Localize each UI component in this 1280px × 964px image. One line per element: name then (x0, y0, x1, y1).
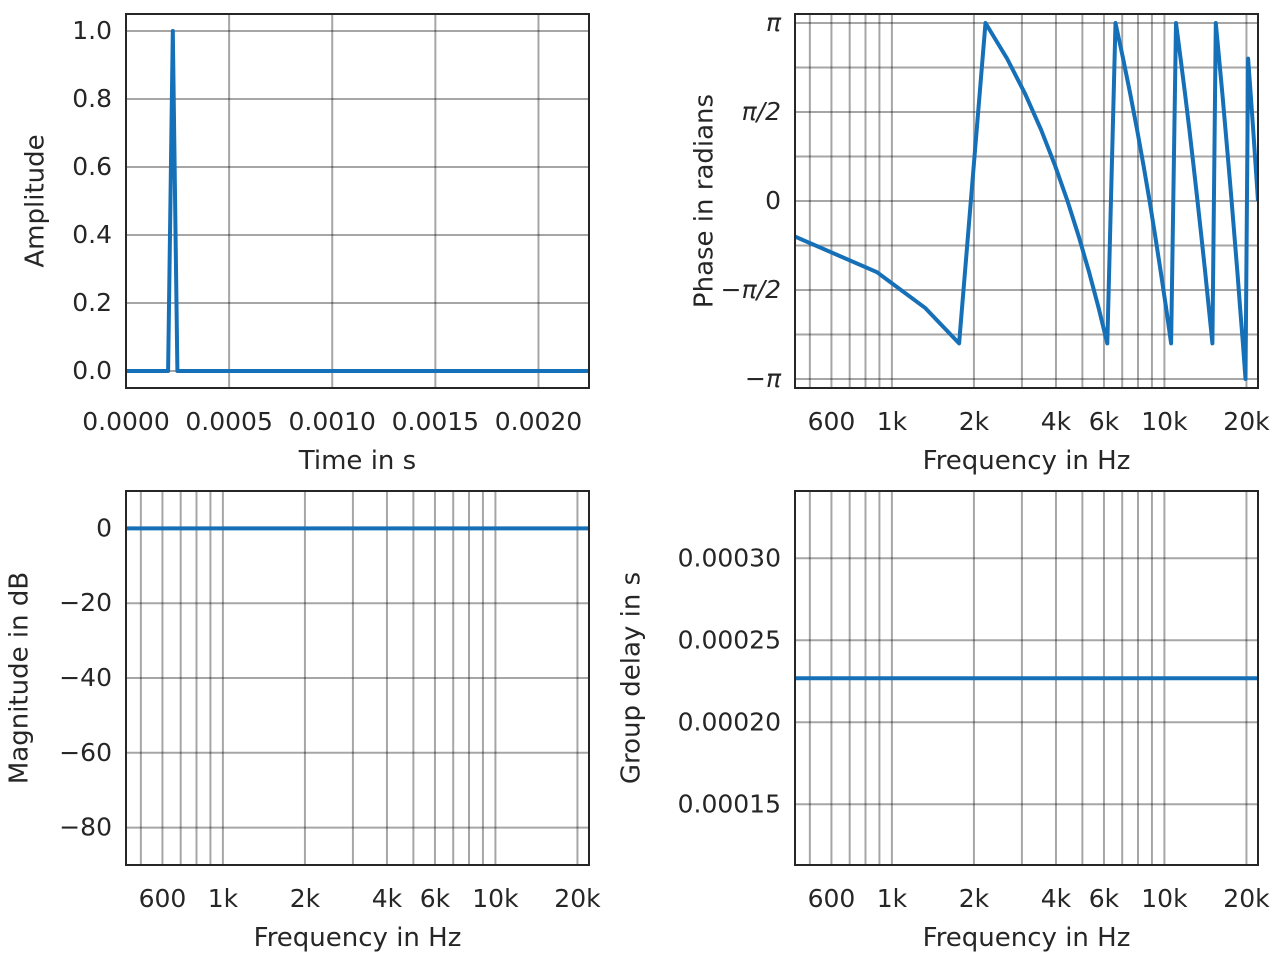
y-tick-label: 1.0 (72, 16, 112, 45)
x-tick-label: 20k (1223, 884, 1270, 913)
x-tick-label: 6k (1089, 407, 1120, 436)
x-tick-label: 0.0015 (392, 407, 479, 436)
axes-frame (125, 490, 590, 866)
x-tick-label: 0.0010 (288, 407, 375, 436)
data-line (795, 21, 1258, 381)
x-tick-label: 10k (472, 884, 519, 913)
y-tick-label: −60 (59, 738, 112, 767)
x-axis-label: Frequency in Hz (923, 923, 1131, 953)
y-tick-label: π (766, 8, 782, 37)
x-tick-label: 1k (877, 407, 908, 436)
x-tick-label: 6k (420, 884, 451, 913)
x-tick-label: 600 (808, 884, 856, 913)
y-tick-label: 0.00030 (678, 543, 781, 572)
x-tick-label: 0.0005 (185, 407, 272, 436)
x-axis-label: Frequency in Hz (254, 923, 462, 953)
axes-frame (125, 13, 590, 389)
group-delay-axes: 600 1k 2k 4k 6k 10k 20k 0.00015 0.00020 0.00025 0.… (617, 490, 1270, 953)
x-tick-label: 20k (554, 884, 601, 913)
impulse-response-axes: 0.0000 0.0005 0.0010 0.0015 0.0020 0.0 0.2 0.4 0… (21, 13, 590, 476)
y-tick-label: 0 (765, 186, 781, 215)
x-tick-label: 2k (290, 884, 321, 913)
y-axis-label: Amplitude (21, 134, 51, 267)
y-tick-label: 0.00020 (678, 707, 781, 736)
y-tick-label: −80 (59, 813, 112, 842)
x-tick-label: 10k (1141, 884, 1188, 913)
y-tick-label: 0 (96, 513, 112, 542)
magnitude-response-axes: 600 1k 2k 4k 6k 10k 20k −80 −60 −40 −20 0 Frequency … (5, 490, 601, 953)
y-axis-label: Phase in radians (690, 94, 720, 308)
x-tick-label: 4k (1041, 884, 1072, 913)
x-axis-label: Time in s (298, 446, 416, 476)
x-tick-label: 4k (372, 884, 403, 913)
y-tick-label: 0.00025 (678, 625, 781, 654)
y-tick-label: 0.0 (72, 356, 112, 385)
y-axis-label: Group delay in s (617, 572, 647, 784)
x-tick-label: 1k (877, 884, 908, 913)
x-tick-label: 4k (1041, 407, 1072, 436)
y-tick-label: 0.6 (72, 152, 112, 181)
y-tick-label: π/2 (742, 97, 781, 126)
y-tick-label: −π/2 (721, 275, 781, 304)
x-axis-label: Frequency in Hz (923, 446, 1131, 476)
phase-response-axes: 600 1k 2k 4k 6k 10k 20k −π −π/2 0 π/2 π Frequency in… (690, 8, 1271, 476)
x-tick-label: 600 (139, 884, 187, 913)
axes-frame (794, 490, 1259, 866)
x-tick-label: 0.0020 (495, 407, 582, 436)
y-tick-label: −20 (59, 588, 112, 617)
data-line (126, 29, 589, 373)
y-tick-label: −40 (59, 663, 112, 692)
x-tick-label: 10k (1141, 407, 1188, 436)
x-tick-label: 2k (959, 407, 990, 436)
y-tick-label: 0.4 (72, 220, 112, 249)
y-tick-label: 0.8 (72, 84, 112, 113)
x-tick-label: 20k (1223, 407, 1270, 436)
x-tick-label: 6k (1089, 884, 1120, 913)
x-tick-label: 600 (808, 407, 856, 436)
y-tick-label: 0.00015 (678, 789, 781, 818)
y-tick-label: −π (745, 364, 782, 393)
x-tick-label: 2k (959, 884, 990, 913)
x-tick-label: 1k (208, 884, 239, 913)
axes-frame (794, 13, 1259, 389)
y-axis-label: Magnitude in dB (5, 572, 35, 784)
y-tick-label: 0.2 (72, 288, 112, 317)
x-tick-label: 0.0000 (82, 407, 169, 436)
